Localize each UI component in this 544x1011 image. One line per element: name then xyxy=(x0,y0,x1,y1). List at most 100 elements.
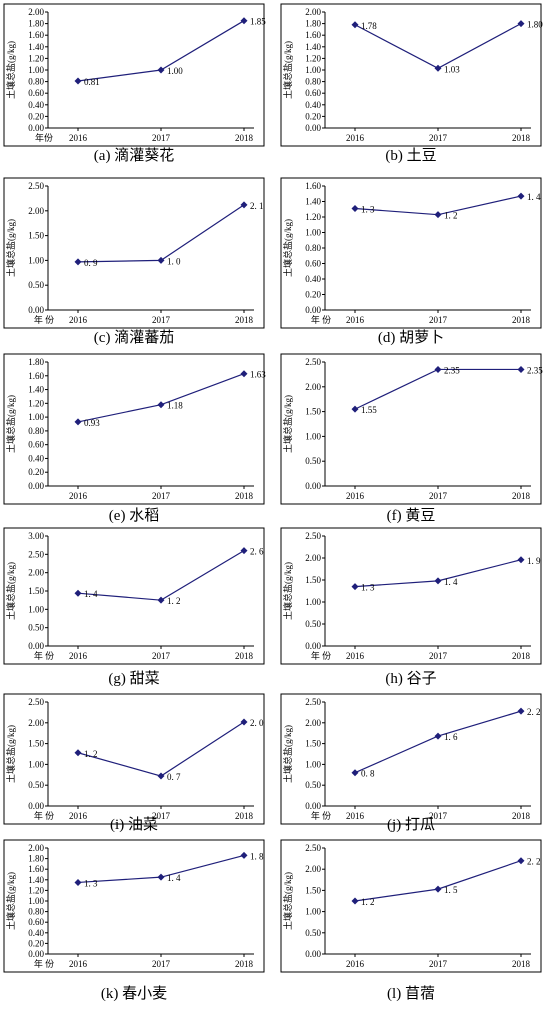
chart-frame xyxy=(280,353,542,505)
x-tick-label: 2018 xyxy=(512,315,531,325)
chart-caption: (e) 水稻 xyxy=(109,507,159,524)
data-point xyxy=(157,401,165,409)
x-axis-label: 年份 xyxy=(35,132,53,143)
y-tick-label: 0.60 xyxy=(305,259,321,269)
x-tick-label: 2016 xyxy=(69,651,88,661)
y-tick-label: 0.50 xyxy=(28,280,44,290)
data-label: 1. 9 xyxy=(527,556,541,566)
data-point xyxy=(517,365,525,373)
chart-caption: (f) 黄豆 xyxy=(387,507,436,524)
y-tick-label: 0.40 xyxy=(28,453,44,463)
x-tick-label: 2017 xyxy=(429,315,448,325)
y-tick-label: 2.50 xyxy=(28,549,44,559)
y-tick-label: 0.80 xyxy=(28,426,44,436)
data-label: 1.00 xyxy=(167,66,183,76)
y-tick-label: 1.50 xyxy=(305,739,321,749)
data-point xyxy=(434,365,442,373)
data-point xyxy=(74,749,82,757)
y-axis-label: 土壤总盐(g/kg) xyxy=(282,395,293,453)
y-tick-label: 1.00 xyxy=(305,65,321,75)
data-point xyxy=(351,204,359,212)
x-tick-label: 2016 xyxy=(346,959,365,969)
data-label: 1. 3 xyxy=(361,204,375,214)
data-label: 2. 6 xyxy=(250,547,264,557)
data-label: 1. 2 xyxy=(167,596,181,606)
chart-caption: (b) 土豆 xyxy=(385,147,436,164)
x-tick-label: 2017 xyxy=(429,133,448,143)
y-tick-label: 1.40 xyxy=(28,385,44,395)
data-point xyxy=(240,718,248,726)
chart-h: 0.00 0.50 1.00 1.50 2.00 2.50 2016 2017 2018 年 份 土… xyxy=(280,527,542,687)
y-axis-label: 土壤总盐(g/kg) xyxy=(5,725,16,783)
data-label: 2. 0 xyxy=(250,718,264,728)
data-point xyxy=(351,583,359,591)
chart-d: 0.00 0.20 0.40 0.60 0.80 1.00 1.20 1.40 1.60 2016… xyxy=(280,177,542,346)
y-tick-label: 1.60 xyxy=(305,30,321,40)
y-tick-label: 0.00 xyxy=(28,481,44,491)
y-axis-label: 土壤总盐(g/kg) xyxy=(5,41,16,99)
x-tick-label: 2017 xyxy=(429,491,448,501)
chart-a: 0.00 0.200.40 0.600.80 1.00 1.201.40 1.601.80… xyxy=(3,3,266,164)
data-label: 1. 5 xyxy=(444,885,458,895)
chart-frame xyxy=(280,177,542,329)
y-tick-label: 1.40 xyxy=(305,197,321,207)
data-point xyxy=(434,732,442,740)
y-tick-label: 2.50 xyxy=(305,357,321,367)
data-point xyxy=(517,556,525,564)
chart-i: 0.00 0.50 1.00 1.50 2.00 2.50 2016 2017 2018 年 份 土… xyxy=(3,693,265,833)
y-axis-label: 土壤总盐(g/kg) xyxy=(282,41,293,99)
chart-frame xyxy=(280,527,542,665)
y-tick-label: 0.40 xyxy=(305,274,321,284)
y-tick-label: 1.50 xyxy=(305,407,321,417)
y-tick-label: 1.00 xyxy=(28,255,44,265)
data-point xyxy=(517,20,525,28)
chart-k: 0.000.200.400.600.801.001.201.401.601.80… xyxy=(3,839,265,1002)
chart-b: 0.000.200.400.600.801.001.201.401.601.80… xyxy=(280,3,543,164)
y-tick-label: 1.60 xyxy=(28,371,44,381)
data-point xyxy=(240,17,248,25)
y-tick-label: 0.50 xyxy=(28,780,44,790)
data-point xyxy=(434,885,442,893)
data-label: 1. 2 xyxy=(444,211,458,221)
data-point xyxy=(240,851,248,859)
x-axis-label: 年 份 xyxy=(34,314,54,325)
data-point xyxy=(74,258,82,266)
x-tick-label: 2017 xyxy=(429,959,448,969)
y-tick-label: 1.20 xyxy=(28,53,44,63)
y-axis-label: 土壤总盐(g/kg) xyxy=(282,219,293,277)
data-point xyxy=(517,857,525,865)
data-label: 1. 4 xyxy=(167,873,181,883)
chart-caption: (d) 胡萝卜 xyxy=(378,329,444,346)
data-label: 1.85 xyxy=(250,17,266,27)
y-tick-label: 1.40 xyxy=(305,42,321,52)
data-point xyxy=(74,77,82,85)
y-tick-label: 0.80 xyxy=(305,243,321,253)
data-point xyxy=(351,21,359,29)
data-point xyxy=(517,707,525,715)
x-tick-label: 2016 xyxy=(346,315,365,325)
data-point xyxy=(240,201,248,209)
x-tick-label: 2018 xyxy=(235,959,254,969)
y-tick-label: 2.50 xyxy=(305,843,321,853)
y-tick-label: 1.20 xyxy=(28,398,44,408)
y-tick-label: 2.00 xyxy=(28,7,44,17)
x-axis-label: 年 份 xyxy=(34,650,54,661)
y-tick-label: 1.80 xyxy=(28,357,44,367)
x-tick-label: 2018 xyxy=(512,491,531,501)
data-label: 1. 4 xyxy=(527,192,541,202)
y-tick-label: 1.50 xyxy=(305,885,321,895)
y-tick-label: 0.50 xyxy=(305,928,321,938)
y-tick-label: 0.20 xyxy=(305,111,321,121)
data-label: 1. 4 xyxy=(444,577,458,587)
data-label: 2.35 xyxy=(527,365,543,375)
x-tick-label: 2018 xyxy=(512,811,531,821)
chart-frame xyxy=(3,693,265,825)
data-label: 1. 3 xyxy=(361,583,375,593)
y-tick-label: 3.00 xyxy=(28,531,44,541)
y-tick-label: 0.00 xyxy=(28,801,44,811)
y-tick-label: 0.00 xyxy=(305,123,321,133)
x-tick-label: 2017 xyxy=(152,811,171,821)
y-tick-label: 2.00 xyxy=(305,7,321,17)
chart-frame xyxy=(3,3,265,147)
y-axis-label: 土壤总盐(g/kg) xyxy=(282,562,293,620)
